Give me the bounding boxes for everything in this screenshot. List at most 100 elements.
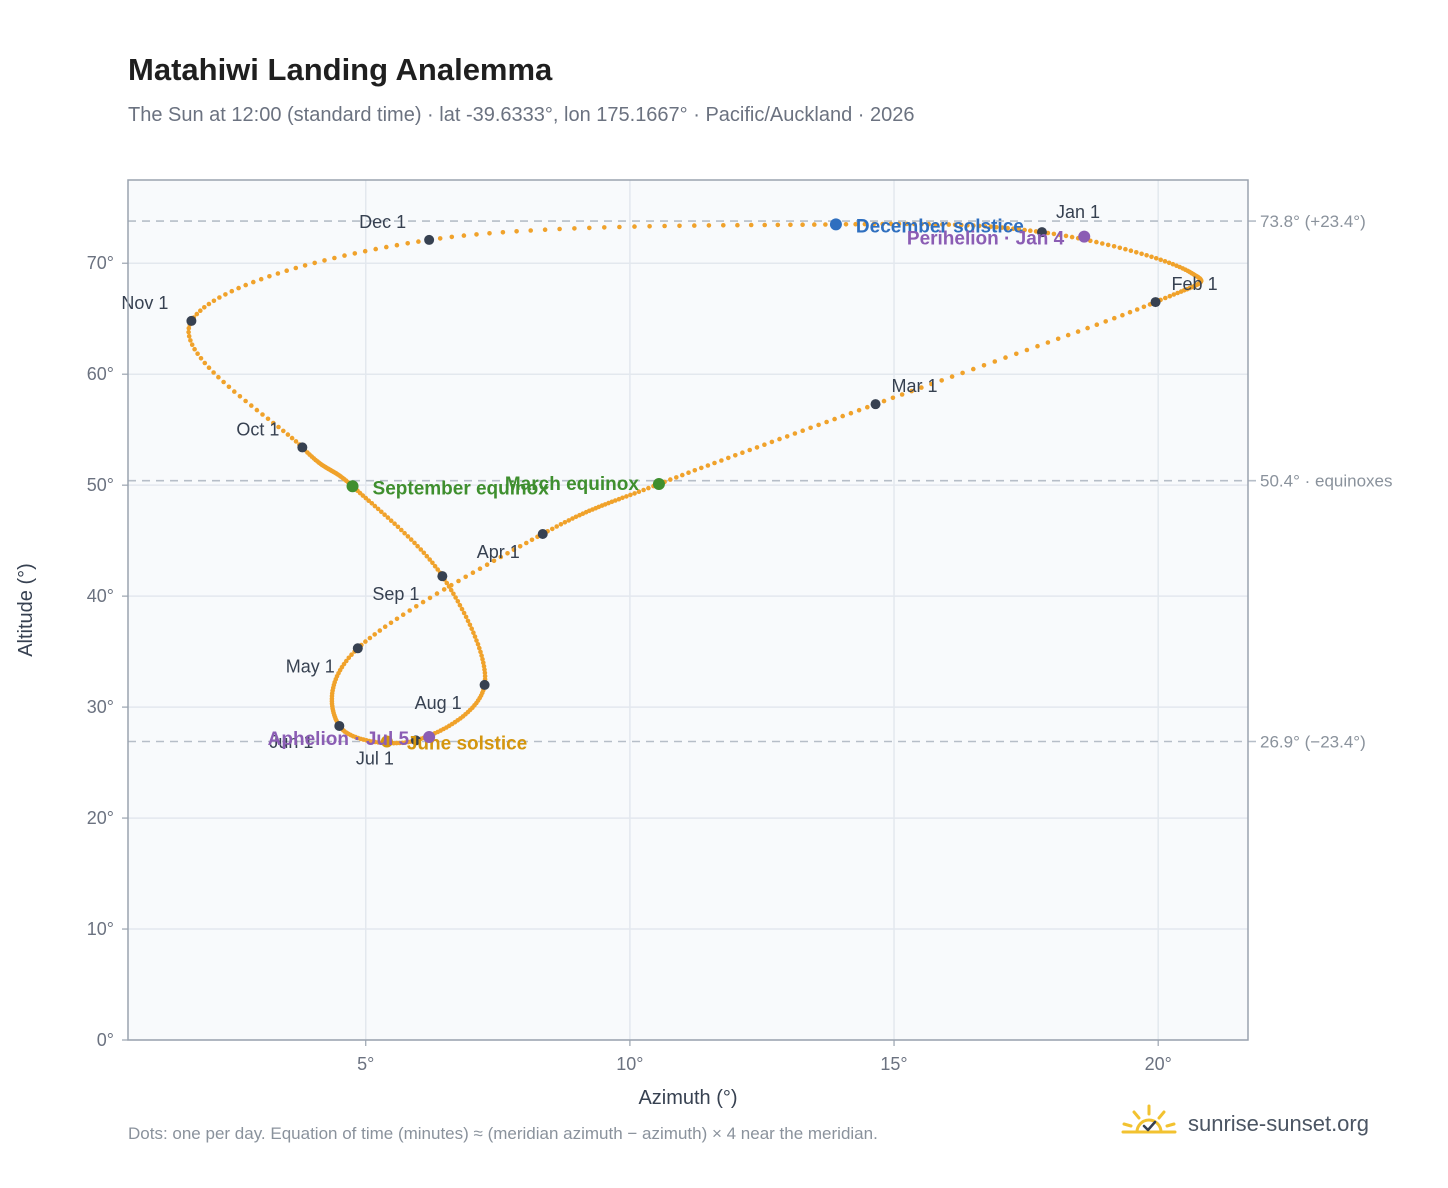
day-dot [1094, 239, 1099, 245]
day-dot [620, 495, 625, 501]
day-dot [946, 222, 952, 227]
day-dot [211, 298, 217, 304]
month-label: Jun 1 [269, 732, 313, 752]
brand[interactable]: sunrise-sunset.org [1120, 1100, 1369, 1148]
day-dot [352, 251, 358, 256]
day-dot [881, 398, 887, 404]
day-dot [427, 595, 433, 601]
day-dot [237, 394, 243, 399]
day-dot [1167, 293, 1173, 299]
day-dot [271, 420, 276, 426]
day-dot [477, 566, 483, 571]
day-dot [1075, 329, 1081, 334]
day-dot [572, 226, 577, 231]
day-dot [375, 506, 381, 512]
day-dot [832, 416, 837, 422]
day-dot [896, 221, 902, 227]
day-dot [267, 274, 272, 279]
month-marker [537, 528, 548, 539]
day-dot [448, 587, 454, 593]
axes: 5° 10° 15° 20° 0° 10° 20° 30° 40° 50° 60° 70° [87, 253, 1172, 1074]
day-dot [792, 431, 798, 436]
month-label: Oct 1 [236, 419, 279, 439]
day-dot [276, 424, 281, 430]
day-dot [617, 224, 622, 230]
day-dot [1178, 289, 1184, 294]
day-dot [912, 221, 917, 227]
day-dot [777, 436, 782, 442]
x-tick-label: 5° [357, 1054, 374, 1074]
day-dot [848, 410, 854, 416]
day-dot [853, 221, 858, 227]
day-dot [1134, 307, 1140, 312]
day-dot [992, 359, 998, 364]
footnote: Dots: one per day. Equation of time (min… [128, 1124, 878, 1143]
day-dot [249, 403, 254, 408]
day-dot [382, 624, 388, 629]
day-dot [479, 653, 484, 658]
grid [128, 180, 1248, 1041]
day-dot [457, 602, 463, 608]
day-dot [899, 392, 905, 397]
day-dot [459, 606, 465, 612]
day-dot [616, 496, 622, 502]
day-dot [477, 645, 482, 651]
month-marker [479, 679, 490, 690]
day-dot [647, 224, 652, 229]
day-dot [1014, 351, 1019, 357]
day-dot [775, 222, 781, 228]
day-dot [437, 236, 443, 241]
day-dot [735, 222, 740, 228]
day-dot [692, 223, 697, 228]
month-marker [410, 735, 421, 746]
day-dot [414, 604, 419, 609]
day-dot [1158, 257, 1163, 263]
y-tick-label: 50° [87, 475, 114, 495]
day-dot [528, 228, 533, 233]
day-dot [254, 407, 260, 413]
day-dot [186, 329, 191, 335]
day-dot [1065, 332, 1071, 338]
day-dot [1016, 227, 1022, 232]
day-dot [395, 524, 401, 530]
month-label: Nov 1 [121, 293, 168, 313]
y-tick-label: 10° [87, 919, 114, 939]
day-dot [812, 222, 817, 227]
day-dot [372, 503, 378, 509]
day-dot [202, 360, 208, 366]
day-dot [451, 591, 456, 597]
month-label: Dec 1 [359, 212, 406, 232]
day-dot [216, 374, 221, 380]
reference-line-label: 50.4° · equinoxes [1260, 472, 1393, 491]
day-dot [719, 458, 724, 463]
month-marker [297, 442, 308, 453]
day-dot [226, 384, 232, 390]
chart-subtitle: The Sun at 12:00 (standard time) · lat -… [128, 104, 915, 126]
day-dot [557, 226, 562, 232]
day-dot [367, 635, 373, 641]
day-dot [1162, 259, 1168, 264]
day-dot [1035, 343, 1040, 349]
day-dot [392, 521, 397, 526]
day-dot [754, 445, 760, 450]
day-dot [369, 501, 375, 506]
month-label: Feb 1 [1172, 274, 1218, 294]
day-dot [1127, 309, 1133, 315]
day-dot [1100, 241, 1105, 246]
day-dot [469, 626, 475, 631]
day-dot [421, 550, 427, 556]
day-dot [441, 587, 447, 592]
day-dot [302, 263, 308, 268]
day-dot [1120, 312, 1125, 318]
day-dot [1117, 245, 1123, 251]
day-dot [940, 222, 945, 227]
equinox-label: September equinox [373, 478, 550, 499]
day-dot [342, 253, 347, 258]
day-dot [1094, 322, 1100, 328]
day-dot [628, 492, 633, 498]
day-dot [880, 221, 885, 227]
plot-background [128, 180, 1248, 1040]
brand-name: sunrise-sunset.org [1188, 1111, 1369, 1136]
day-dot [470, 570, 476, 575]
